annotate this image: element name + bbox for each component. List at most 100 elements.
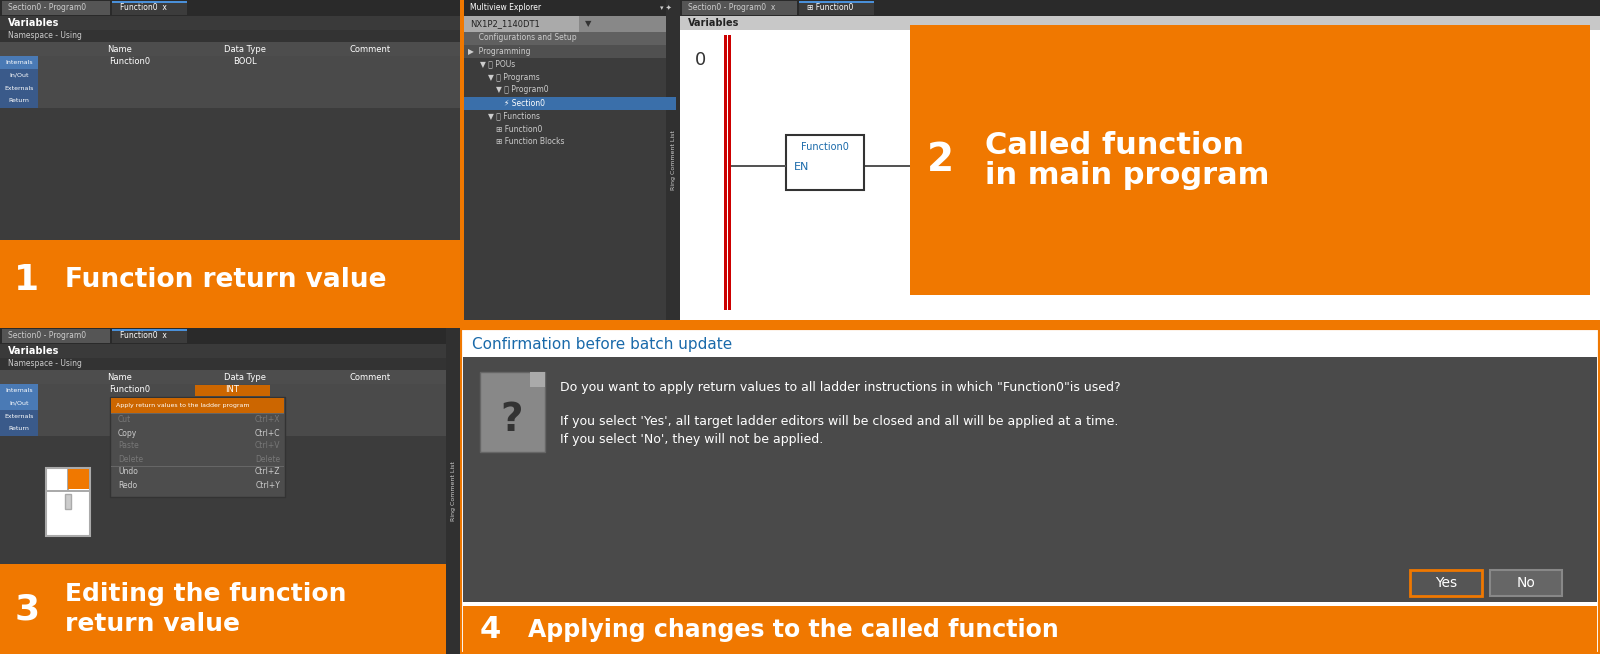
Text: In/Out: In/Out (10, 400, 29, 405)
Bar (0, 69, 38, 82)
Bar (461, 0, 680, 320)
Text: Configurations and Setup: Configurations and Setup (474, 33, 576, 43)
Bar (38, 384, 461, 397)
Text: ▼: ▼ (586, 20, 592, 29)
Text: Internals: Internals (5, 388, 34, 392)
Bar (530, 372, 546, 387)
Text: ⊞ Function0: ⊞ Function0 (806, 3, 853, 12)
Bar (461, 0, 464, 320)
Bar (731, 165, 786, 167)
Bar (38, 423, 461, 436)
Bar (464, 16, 675, 32)
Bar (462, 331, 1597, 357)
Text: Cut: Cut (118, 415, 131, 424)
Text: Variables: Variables (688, 18, 739, 28)
Text: ▼ 🔲 Programs: ▼ 🔲 Programs (488, 73, 539, 82)
Text: Ctrl+Z: Ctrl+Z (254, 468, 280, 477)
Bar (0, 320, 1600, 328)
Bar (0, 240, 461, 320)
Text: Do you want to apply return values to all ladder instructions in which "Function: Do you want to apply return values to al… (560, 381, 1120, 394)
Bar (0, 95, 38, 108)
Bar (38, 82, 461, 95)
Text: Function0: Function0 (109, 385, 150, 394)
Text: Confirmation before batch update: Confirmation before batch update (472, 337, 733, 351)
Bar (731, 165, 786, 167)
Bar (110, 413, 285, 414)
Bar (67, 468, 69, 490)
Bar (461, 0, 680, 16)
Text: ⊞ Function0: ⊞ Function0 (496, 124, 542, 133)
Text: Applying changes to the called function: Applying changes to the called function (528, 618, 1059, 642)
Text: Undo: Undo (118, 468, 138, 477)
Text: Namespace - Using: Namespace - Using (8, 360, 82, 368)
Text: ▼ 🔲 Functions: ▼ 🔲 Functions (488, 111, 541, 120)
Bar (910, 25, 970, 295)
Bar (0, 370, 461, 384)
Bar (112, 329, 187, 343)
Bar (682, 1, 797, 15)
Bar (910, 25, 1590, 295)
Bar (728, 35, 731, 310)
Bar (798, 1, 874, 15)
Text: ⊞ Function Blocks: ⊞ Function Blocks (496, 137, 565, 146)
Bar (0, 344, 461, 358)
Bar (1410, 570, 1482, 596)
Text: ⚡ Section0: ⚡ Section0 (504, 99, 546, 107)
Text: Name: Name (107, 373, 133, 381)
Text: Copy: Copy (118, 428, 138, 438)
Bar (0, 397, 38, 410)
Text: Ring Comment List: Ring Comment List (670, 130, 675, 190)
Text: 2: 2 (926, 141, 954, 179)
Bar (446, 328, 461, 654)
Text: ▼ 🔲 Program0: ▼ 🔲 Program0 (496, 86, 549, 94)
Text: Editing the function: Editing the function (66, 582, 347, 606)
Bar (666, 0, 680, 320)
Text: Variables: Variables (8, 346, 59, 356)
Text: in main program: in main program (986, 160, 1269, 190)
Bar (46, 468, 90, 536)
Text: No: No (1517, 576, 1536, 590)
Text: Externals: Externals (5, 413, 34, 419)
Bar (0, 358, 461, 370)
Text: Function0: Function0 (802, 142, 850, 152)
Text: Yes: Yes (1435, 576, 1458, 590)
Text: In/Out: In/Out (10, 73, 29, 78)
Text: Return: Return (8, 426, 29, 432)
Text: Externals: Externals (5, 86, 34, 90)
Bar (798, 1, 874, 3)
Text: EN: EN (794, 162, 810, 172)
Bar (0, 423, 38, 436)
Bar (66, 494, 70, 509)
Bar (480, 372, 546, 452)
Text: Delete: Delete (118, 455, 142, 464)
Text: ▼ 🔲 POUs: ▼ 🔲 POUs (480, 60, 515, 69)
Bar (0, 56, 38, 69)
Text: 1: 1 (14, 263, 40, 297)
Text: Data Type: Data Type (224, 373, 266, 381)
Bar (786, 135, 864, 190)
Text: Called function: Called function (986, 131, 1245, 160)
Text: Section0 - Program0: Section0 - Program0 (8, 3, 86, 12)
Text: BOOL: BOOL (234, 58, 258, 67)
Text: Ctrl+Y: Ctrl+Y (254, 481, 280, 489)
Text: If you select 'No', they will not be applied.: If you select 'No', they will not be app… (560, 432, 824, 445)
Text: Function0: Function0 (109, 58, 150, 67)
Bar (112, 329, 187, 331)
Bar (462, 357, 1597, 602)
Bar (864, 165, 944, 167)
Bar (38, 69, 461, 82)
Text: 3: 3 (14, 592, 40, 626)
Text: Paste: Paste (118, 441, 139, 451)
Bar (2, 1, 110, 15)
Bar (462, 606, 518, 654)
Bar (680, 0, 1600, 16)
Text: Namespace - Using: Namespace - Using (8, 31, 82, 41)
Bar (464, 97, 675, 110)
Bar (0, 0, 461, 16)
Bar (0, 30, 461, 42)
Bar (0, 0, 461, 320)
Bar (38, 56, 461, 69)
Text: return value: return value (66, 612, 240, 636)
Bar (46, 490, 90, 492)
Bar (0, 410, 38, 423)
